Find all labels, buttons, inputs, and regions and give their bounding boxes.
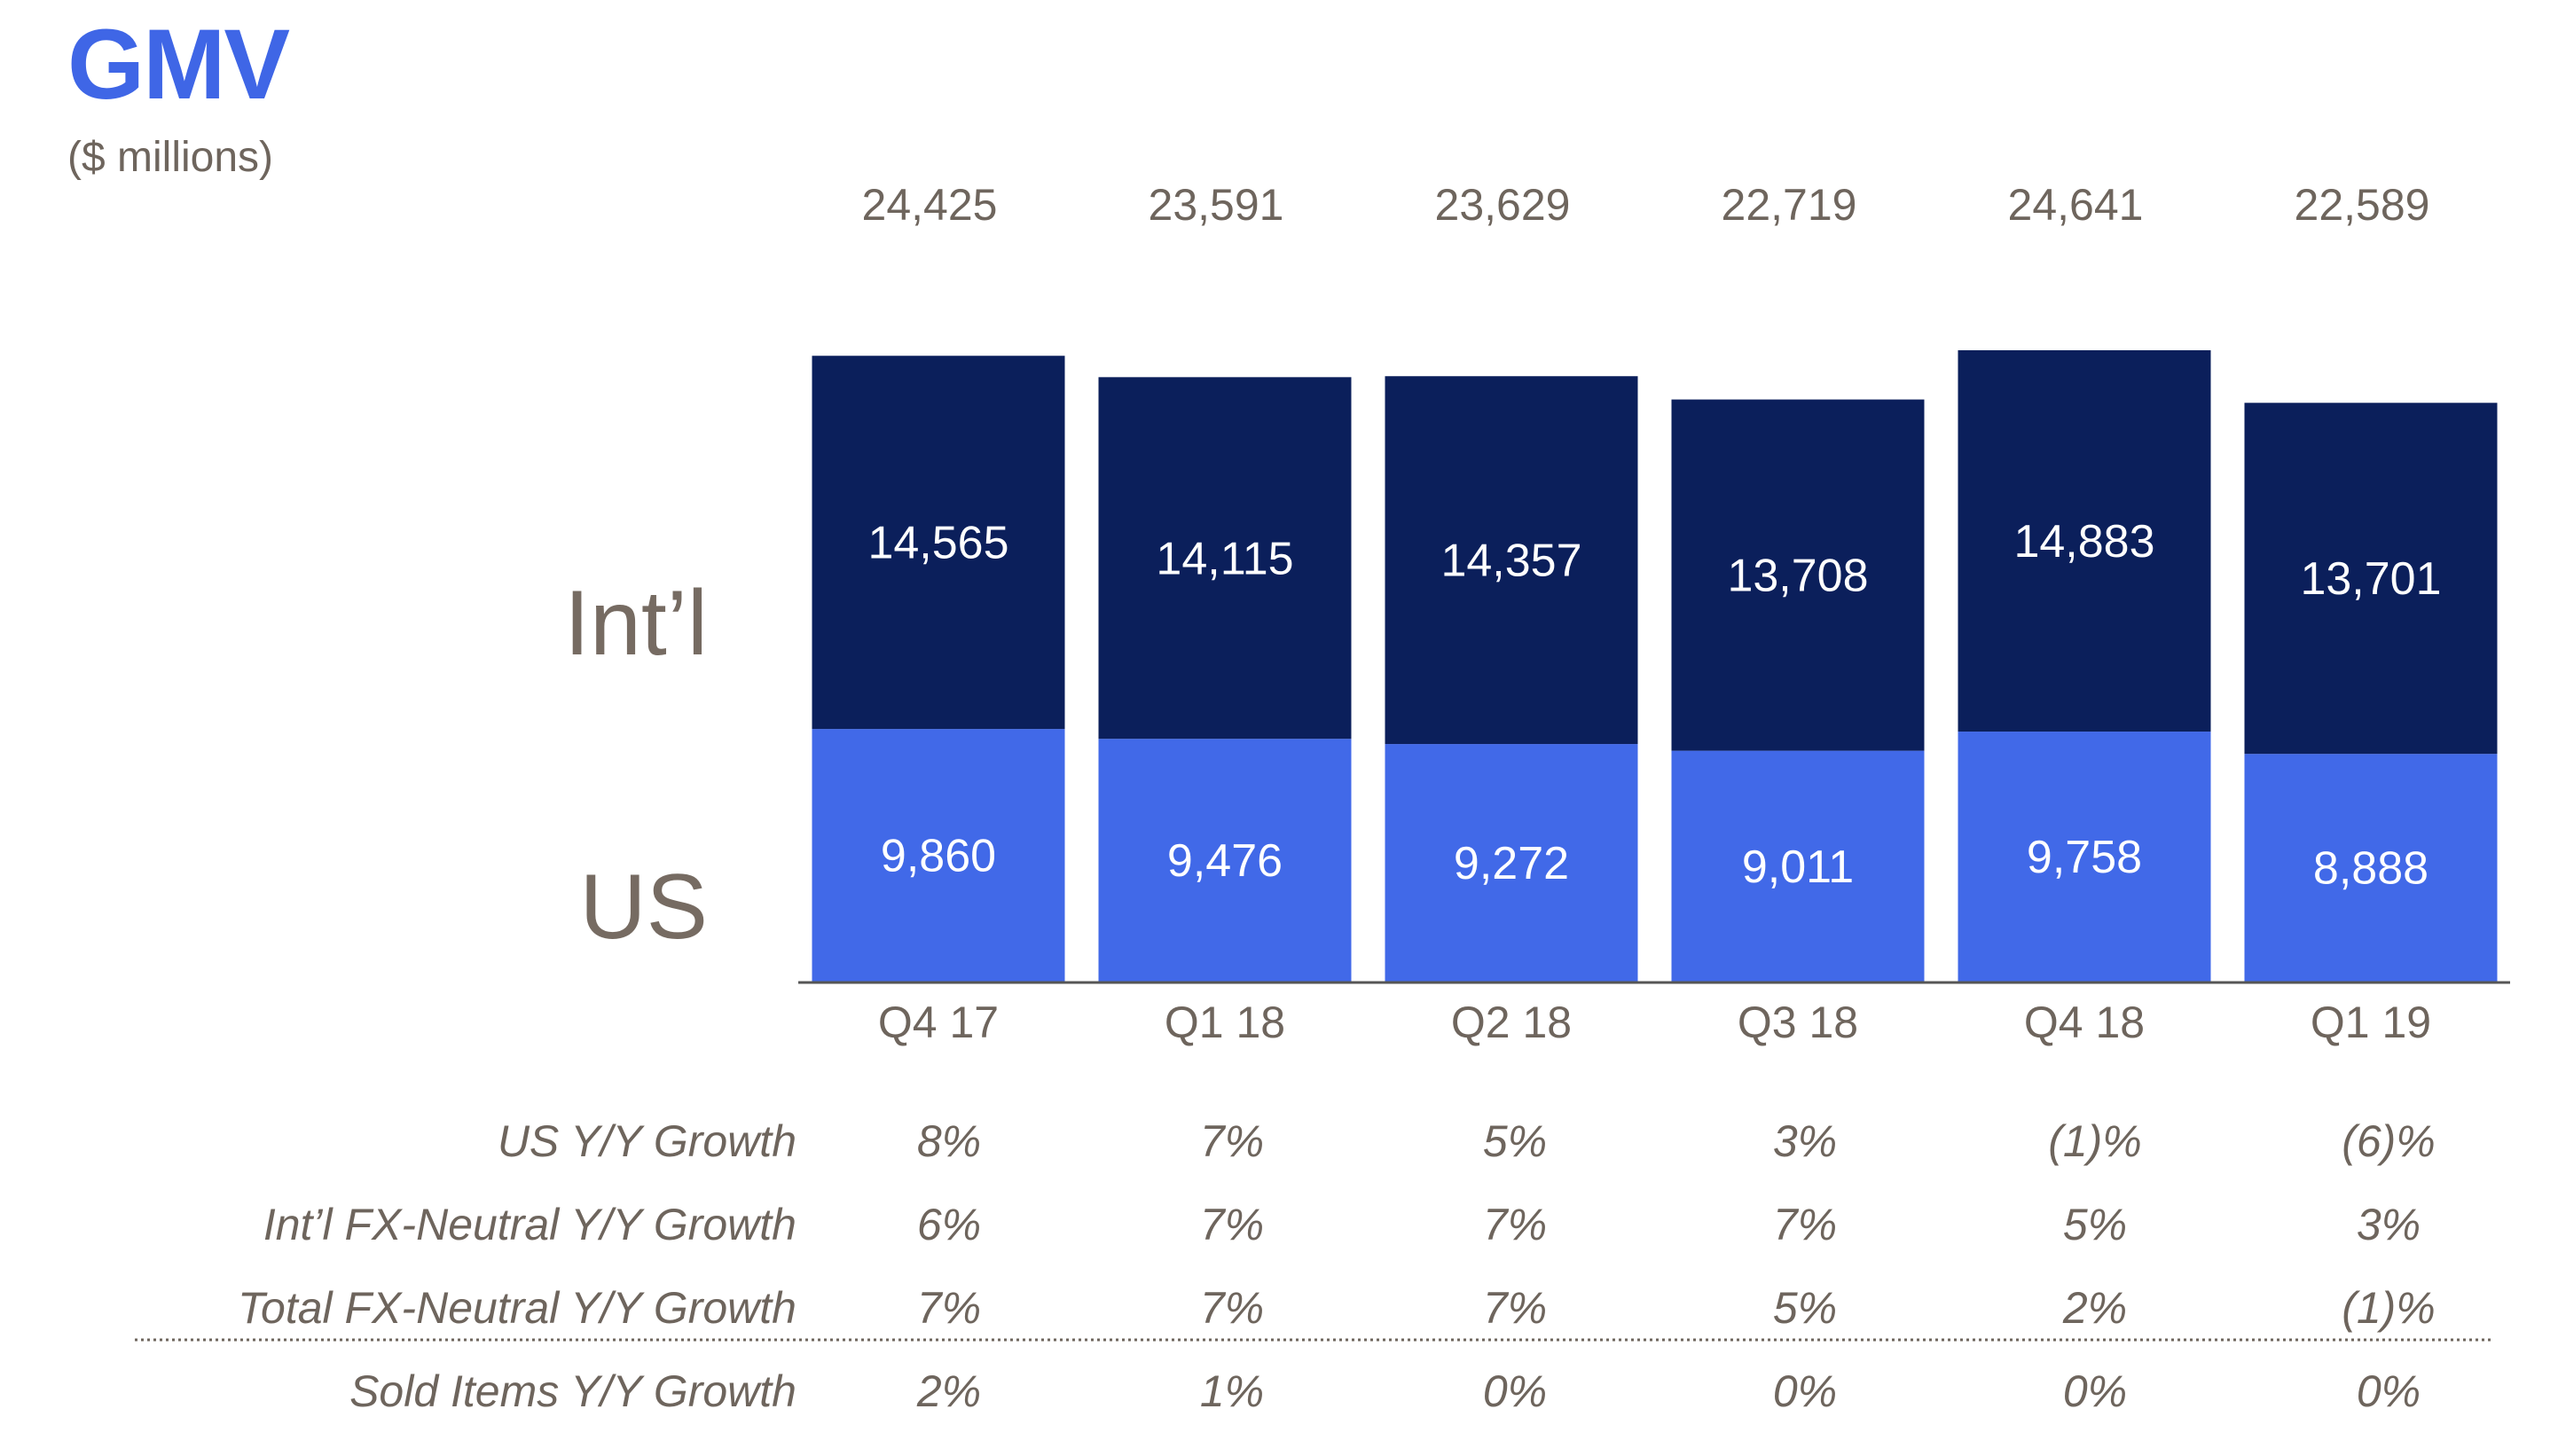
bar-us bbox=[1671, 750, 1925, 982]
x-tick-label: Q2 18 bbox=[1451, 998, 1572, 1047]
growth-value: 7% bbox=[1200, 1283, 1264, 1333]
growth-value: 7% bbox=[1200, 1116, 1264, 1166]
growth-value: 5% bbox=[1773, 1283, 1837, 1333]
growth-value: 7% bbox=[1773, 1200, 1837, 1249]
data-label-us: 9,476 bbox=[1167, 835, 1283, 887]
total-label: 22,589 bbox=[2295, 180, 2430, 230]
x-tick-label: Q4 18 bbox=[2024, 998, 2145, 1047]
total-label: 23,591 bbox=[1149, 180, 1284, 230]
growth-value: 2% bbox=[916, 1366, 981, 1416]
growth-value: (1)% bbox=[2048, 1116, 2142, 1166]
data-label-intl: 14,565 bbox=[867, 518, 1008, 569]
growth-value: 0% bbox=[1773, 1366, 1837, 1416]
growth-value: (6)% bbox=[2342, 1116, 2436, 1166]
chart-title: GMV bbox=[67, 9, 290, 120]
bar-us bbox=[1385, 744, 1638, 982]
growth-row-label: Total FX-Neutral Y/Y Growth bbox=[238, 1283, 796, 1333]
total-label: 24,641 bbox=[2008, 180, 2144, 230]
x-tick-label: Q1 19 bbox=[2311, 998, 2431, 1047]
data-label-us: 9,860 bbox=[881, 831, 996, 882]
growth-value: 6% bbox=[917, 1200, 981, 1249]
growth-value: 7% bbox=[1200, 1200, 1264, 1249]
bar-intl bbox=[1958, 350, 2211, 732]
growth-value: 7% bbox=[1483, 1200, 1547, 1249]
growth-value: 5% bbox=[2063, 1200, 2127, 1249]
bar-us bbox=[812, 729, 1065, 982]
growth-value: 5% bbox=[1483, 1116, 1547, 1166]
bar-us bbox=[1958, 732, 2211, 982]
data-label-intl: 14,357 bbox=[1440, 536, 1581, 587]
growth-value: 8% bbox=[917, 1116, 981, 1166]
growth-value: (1)% bbox=[2342, 1283, 2436, 1333]
data-label-us: 8,888 bbox=[2313, 843, 2429, 895]
data-label-us: 9,758 bbox=[2027, 832, 2142, 883]
data-label-intl: 13,701 bbox=[2300, 553, 2441, 605]
total-label: 23,629 bbox=[1435, 180, 1571, 230]
growth-row-label: Sold Items Y/Y Growth bbox=[349, 1366, 796, 1416]
x-tick-label: Q3 18 bbox=[1738, 998, 1858, 1047]
data-label-intl: 14,883 bbox=[2013, 516, 2154, 568]
growth-value: 0% bbox=[2063, 1366, 2127, 1416]
legend-label-intl: Int’l bbox=[564, 572, 708, 675]
bar-intl bbox=[812, 356, 1065, 730]
growth-value: 7% bbox=[917, 1283, 981, 1333]
growth-value: 3% bbox=[2357, 1200, 2421, 1249]
total-label: 22,719 bbox=[1722, 180, 1857, 230]
growth-value: 1% bbox=[1200, 1366, 1264, 1416]
growth-value: 0% bbox=[2357, 1366, 2421, 1416]
growth-value: 7% bbox=[1483, 1283, 1547, 1333]
growth-row-label: Int’l FX-Neutral Y/Y Growth bbox=[263, 1200, 796, 1249]
growth-value: 3% bbox=[1773, 1116, 1837, 1166]
x-tick-label: Q4 17 bbox=[878, 998, 999, 1047]
data-label-intl: 13,708 bbox=[1727, 551, 1868, 602]
data-label-intl: 14,115 bbox=[1156, 533, 1293, 584]
growth-row-label: US Y/Y Growth bbox=[498, 1116, 796, 1166]
x-tick-label: Q1 18 bbox=[1165, 998, 1285, 1047]
total-label: 24,425 bbox=[862, 180, 998, 230]
growth-value: 2% bbox=[2062, 1283, 2127, 1333]
data-label-us: 9,272 bbox=[1454, 838, 1569, 889]
data-label-us: 9,011 bbox=[1742, 842, 1854, 893]
legend-label-us: US bbox=[580, 856, 708, 959]
bar-us bbox=[2244, 754, 2498, 982]
bar-us bbox=[1098, 739, 1352, 982]
bar-intl bbox=[2244, 403, 2498, 755]
bar-intl bbox=[1385, 376, 1638, 745]
chart-subtitle: ($ millions) bbox=[67, 134, 274, 181]
bar-intl bbox=[1098, 377, 1352, 740]
growth-value: 0% bbox=[1483, 1366, 1547, 1416]
bar-intl bbox=[1671, 399, 1925, 751]
